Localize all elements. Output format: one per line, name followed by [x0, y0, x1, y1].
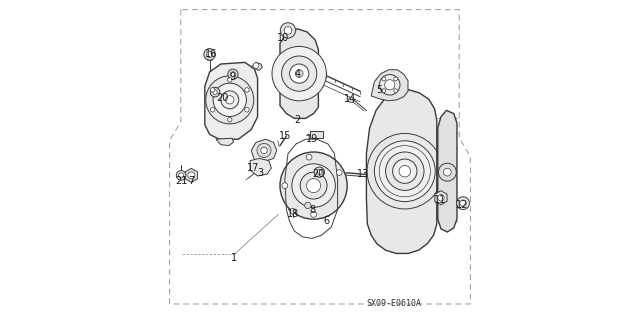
Text: 21: 21: [175, 176, 188, 186]
Circle shape: [438, 163, 456, 181]
Circle shape: [290, 208, 296, 214]
Circle shape: [374, 141, 435, 202]
Polygon shape: [205, 62, 258, 139]
Text: 17: 17: [246, 163, 259, 173]
Text: 20: 20: [312, 169, 325, 180]
Circle shape: [228, 69, 238, 79]
Circle shape: [438, 195, 444, 201]
Circle shape: [257, 143, 271, 157]
Circle shape: [317, 170, 322, 175]
Circle shape: [272, 46, 326, 101]
Circle shape: [393, 159, 417, 183]
Polygon shape: [251, 139, 277, 162]
Polygon shape: [435, 191, 447, 205]
Circle shape: [460, 200, 466, 206]
Circle shape: [213, 83, 246, 116]
Circle shape: [282, 183, 288, 188]
Circle shape: [292, 164, 335, 207]
Polygon shape: [250, 158, 271, 176]
Text: 16: 16: [205, 49, 218, 60]
Text: 15: 15: [278, 131, 291, 141]
Circle shape: [244, 108, 249, 112]
Circle shape: [289, 64, 309, 83]
Text: 7: 7: [188, 176, 195, 186]
Polygon shape: [216, 138, 234, 146]
Polygon shape: [280, 29, 319, 118]
Text: 3: 3: [258, 168, 264, 178]
Circle shape: [210, 87, 220, 97]
Circle shape: [212, 90, 218, 94]
Circle shape: [206, 51, 212, 58]
Text: 12: 12: [456, 200, 468, 210]
Circle shape: [228, 117, 232, 122]
Text: 4: 4: [294, 68, 301, 79]
Text: 19: 19: [306, 134, 318, 144]
Circle shape: [385, 152, 424, 190]
Circle shape: [221, 91, 239, 109]
Text: 20: 20: [216, 92, 228, 103]
Polygon shape: [185, 168, 198, 182]
Circle shape: [457, 197, 469, 210]
Circle shape: [385, 80, 395, 90]
Circle shape: [444, 168, 451, 176]
Circle shape: [261, 147, 268, 154]
Circle shape: [382, 77, 386, 81]
Circle shape: [314, 167, 324, 177]
Circle shape: [399, 165, 411, 177]
Circle shape: [206, 76, 253, 124]
Circle shape: [280, 152, 348, 219]
Circle shape: [188, 172, 195, 179]
Circle shape: [349, 97, 355, 103]
FancyBboxPatch shape: [310, 131, 323, 138]
Circle shape: [382, 89, 386, 92]
Text: 13: 13: [357, 169, 369, 180]
Circle shape: [394, 77, 397, 81]
Circle shape: [300, 172, 327, 199]
Text: 14: 14: [344, 94, 356, 104]
Circle shape: [179, 173, 184, 178]
Text: 11: 11: [434, 195, 446, 205]
Circle shape: [204, 49, 215, 60]
Circle shape: [311, 212, 317, 217]
Polygon shape: [366, 90, 437, 253]
Circle shape: [394, 89, 397, 92]
Circle shape: [226, 96, 234, 104]
Text: SX09-E0610A: SX09-E0610A: [366, 299, 421, 308]
Circle shape: [380, 75, 400, 95]
Circle shape: [228, 78, 232, 82]
Circle shape: [253, 63, 259, 68]
Text: 9: 9: [229, 72, 235, 82]
Circle shape: [177, 171, 186, 180]
Text: 5: 5: [376, 84, 382, 95]
Polygon shape: [371, 70, 408, 101]
Circle shape: [244, 88, 249, 92]
Circle shape: [307, 179, 321, 193]
Polygon shape: [438, 110, 457, 232]
Text: 1: 1: [230, 252, 237, 263]
Text: 10: 10: [277, 33, 289, 44]
Circle shape: [211, 88, 215, 92]
Text: 2: 2: [294, 115, 301, 125]
Circle shape: [282, 56, 317, 91]
Circle shape: [211, 108, 215, 112]
Circle shape: [337, 170, 342, 175]
Circle shape: [230, 72, 236, 77]
Text: 8: 8: [309, 204, 315, 215]
Circle shape: [284, 27, 292, 34]
Circle shape: [305, 202, 311, 209]
Polygon shape: [251, 62, 262, 70]
Circle shape: [296, 70, 303, 77]
Circle shape: [280, 23, 296, 38]
Circle shape: [306, 154, 312, 160]
Text: 6: 6: [323, 216, 330, 226]
Text: 18: 18: [287, 209, 299, 220]
